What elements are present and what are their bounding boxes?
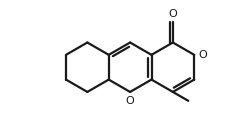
Text: O: O [168,9,177,19]
Text: O: O [126,96,134,106]
Text: O: O [199,50,207,60]
